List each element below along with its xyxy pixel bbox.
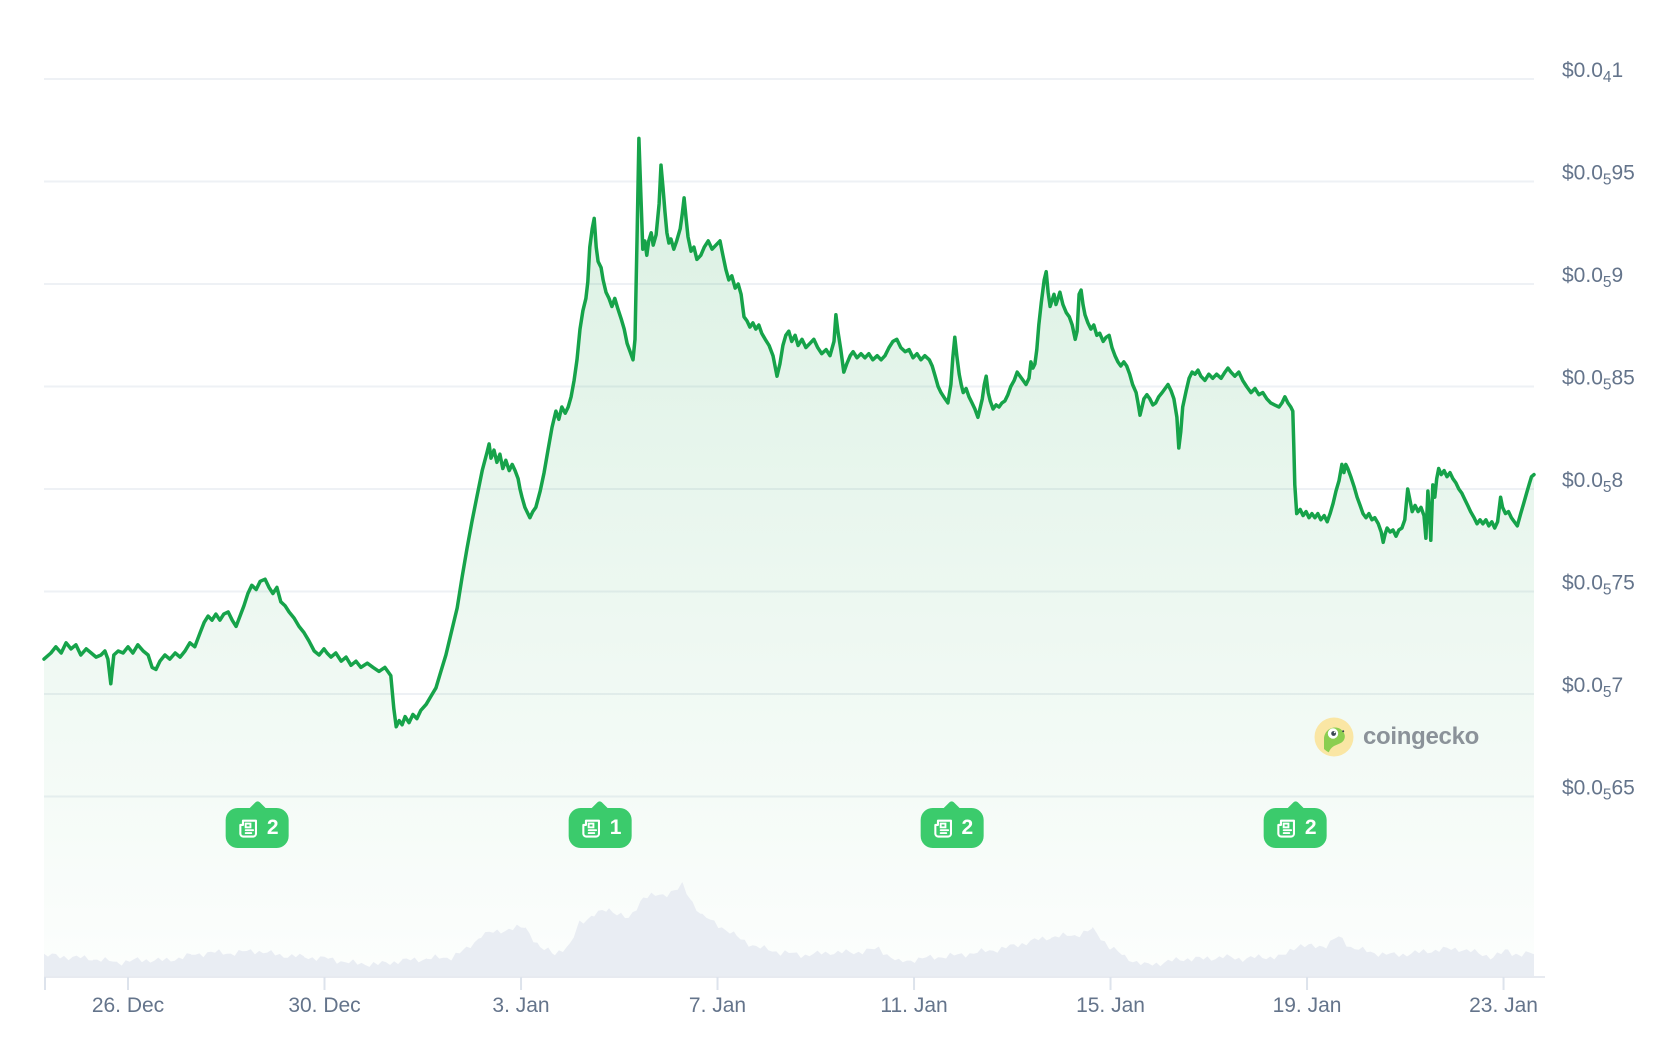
svg-text:$0.0585: $0.0585: [1562, 367, 1635, 394]
news-icon: [934, 819, 952, 838]
svg-text:$0.0595: $0.0595: [1562, 162, 1635, 189]
svg-text:11. Jan: 11. Jan: [880, 994, 947, 1017]
price-line: [42, 136, 1536, 729]
svg-text:$0.0575: $0.0575: [1562, 572, 1635, 599]
news-badge[interactable]: 2: [1263, 800, 1327, 848]
gecko-icon: [1314, 717, 1354, 757]
news-badge[interactable]: 2: [920, 800, 984, 848]
svg-text:26. Dec: 26. Dec: [92, 994, 164, 1017]
svg-text:$0.041: $0.041: [1562, 59, 1623, 86]
svg-text:15. Jan: 15. Jan: [1076, 994, 1145, 1017]
news-count: 2: [961, 816, 974, 839]
x-axis-labels: 26. Dec 30. Dec 3. Jan 7. Jan 11. Jan 15. Jan…: [92, 994, 1538, 1017]
news-count: 1: [609, 816, 622, 839]
news-badge[interactable]: 1: [568, 800, 632, 848]
svg-text:$0.058: $0.058: [1562, 469, 1623, 496]
svg-text:30. Dec: 30. Dec: [288, 994, 360, 1017]
svg-text:$0.057: $0.057: [1562, 674, 1623, 701]
coingecko-wordmark: coingecko: [1363, 723, 1479, 750]
svg-text:3. Jan: 3. Jan: [492, 994, 549, 1017]
coingecko-logo: coingecko: [1314, 716, 1479, 758]
news-icon: [1277, 819, 1296, 838]
svg-text:7. Jan: 7. Jan: [689, 994, 746, 1017]
news-icon: [582, 819, 601, 838]
volume-area: [44, 882, 1534, 977]
svg-text:23. Jan: 23. Jan: [1469, 994, 1538, 1017]
y-axis-labels: $0.041 $0.0595 $0.059 $0.0585 $0.058 $0.0575 $…: [1562, 59, 1635, 804]
news-count: 2: [266, 816, 279, 839]
news-count: 2: [1304, 816, 1317, 839]
svg-text:$0.059: $0.059: [1562, 264, 1623, 291]
news-badge[interactable]: 2: [225, 800, 289, 848]
news-icon: [239, 819, 258, 838]
svg-text:$0.0565: $0.0565: [1562, 777, 1635, 804]
x-axis-ticks: [44, 977, 1505, 990]
price-area-fill: [44, 138, 1534, 977]
svg-text:19. Jan: 19. Jan: [1273, 994, 1342, 1017]
